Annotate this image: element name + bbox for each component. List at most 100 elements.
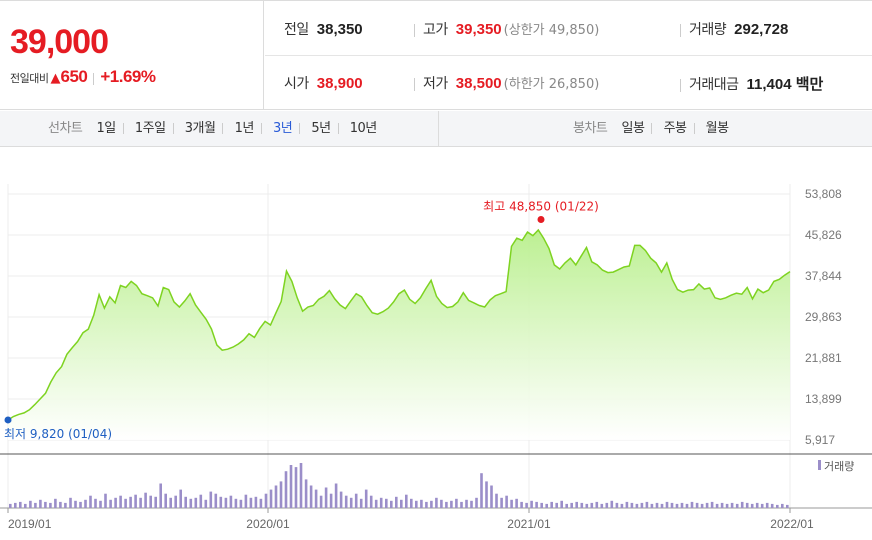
volume-bar: [400, 499, 403, 508]
tab-3y[interactable]: 3년: [272, 121, 293, 136]
open-label: 시가: [284, 76, 309, 92]
volume-bar: [49, 502, 52, 508]
volume-bar: [615, 502, 619, 508]
price-chart[interactable]: 53,808 45,826 37,844 29,863 21,881 13,899 5,91…: [0, 150, 872, 540]
price-area-fill: [8, 230, 790, 440]
volume-bar: [194, 497, 198, 508]
volume-bar: [189, 498, 193, 508]
volume-bar: [590, 502, 594, 508]
volume-bar: [339, 491, 343, 508]
volume-bar: [781, 503, 784, 508]
volume-bar: [520, 501, 523, 508]
volume-bar: [169, 497, 172, 508]
divider: [438, 111, 439, 147]
volume-bar: [269, 489, 273, 508]
volume-bar: [104, 493, 107, 508]
low-marker: [4, 416, 12, 424]
volume-legend-swatch: [818, 460, 821, 470]
x-tick-label: 2022/01: [770, 517, 814, 531]
low-value: 38,500: [455, 75, 502, 92]
stat-amount: 거래대금 11,404 백만: [680, 73, 823, 94]
tab-1d[interactable]: 1일: [96, 121, 117, 136]
tab-3m[interactable]: 3개월: [184, 121, 216, 136]
amount-label: 거래대금: [689, 77, 739, 93]
volume-bar: [149, 495, 152, 508]
y-tick-label: 13,899: [805, 392, 842, 406]
volume-bar: [630, 502, 634, 508]
volume-bar: [94, 498, 97, 508]
volume-bar: [490, 485, 493, 508]
volume-bar: [460, 501, 463, 508]
volume-bar: [109, 499, 112, 508]
volume-bar: [154, 496, 157, 509]
price-box: 39,000 전일대비 ▲650 +1.69%: [0, 1, 264, 109]
volume-bar: [730, 502, 734, 508]
volume-bar: [244, 494, 248, 508]
volume-bar: [650, 503, 654, 508]
volume-bar: [89, 495, 92, 508]
volume-bar: [234, 498, 238, 508]
volume-label: 거래량: [689, 22, 727, 38]
row-divider: [265, 55, 872, 56]
tab-1w[interactable]: 1주일: [134, 121, 166, 136]
volume-bar: [695, 502, 699, 508]
volume-bar: [635, 503, 639, 508]
divider: [122, 123, 124, 134]
volume-bar: [435, 497, 438, 508]
x-tick-label: 2021/01: [507, 517, 551, 531]
lower-limit: (하한가 26,850): [503, 77, 600, 92]
chart-tabs: 선차트 1일 1주일 3개월 1년 3년 5년 10년 봉차트 일봉 주봉 월봉: [0, 111, 872, 147]
volume-bar: [334, 483, 338, 508]
volume-bar: [309, 485, 313, 508]
y-tick-label: 45,826: [805, 228, 842, 242]
volume-bar: [254, 496, 258, 509]
up-arrow-icon: ▲: [50, 71, 61, 86]
volume-bar: [430, 500, 433, 508]
volume-bar: [174, 495, 177, 508]
volume-bar: [119, 495, 122, 508]
price-line: [7, 228, 791, 421]
volume-bar: [705, 502, 709, 508]
volume-bar: [374, 499, 378, 508]
upper-limit: (상한가 49,850): [503, 23, 600, 38]
volume-bar: [29, 500, 32, 508]
tab-daily[interactable]: 일봉: [621, 121, 645, 136]
volume-bar: [204, 499, 208, 508]
volume-bar: [525, 502, 528, 508]
tab-1y[interactable]: 1년: [234, 121, 255, 136]
tab-10y[interactable]: 10년: [349, 121, 378, 136]
volume-bar: [349, 497, 353, 508]
volume-bar: [495, 493, 498, 508]
volume-bar: [575, 501, 578, 508]
volume-bar: [625, 501, 629, 508]
candle-chart-tabs: 봉차트 일봉 주봉 월봉: [573, 111, 729, 147]
stat-low: 저가 38,500 (하한가 26,850): [414, 73, 599, 93]
volume-bar: [164, 493, 167, 508]
divider: [172, 123, 174, 134]
volume-bar: [725, 503, 729, 508]
x-tick-label: 2020/01: [246, 517, 290, 531]
prev-label: 전일: [284, 22, 309, 38]
volume-bar: [570, 502, 573, 508]
volume-bar: [114, 497, 117, 508]
volume-bar: [134, 494, 137, 508]
volume-bar: [34, 502, 37, 508]
high-value: 39,350: [455, 21, 502, 38]
stat-prev: 전일 38,350: [284, 19, 363, 39]
tab-monthly[interactable]: 월봉: [705, 121, 729, 136]
change-row: 전일대비 ▲650 +1.69%: [10, 67, 156, 87]
volume-bar: [750, 503, 754, 508]
high-label: 고가: [423, 22, 448, 38]
volume-bar: [540, 502, 543, 508]
volume-legend: 거래량: [824, 460, 854, 473]
volume-bar: [550, 501, 553, 508]
volume-bar: [420, 499, 423, 508]
x-tick-label: 2019/01: [8, 517, 52, 531]
volume-bar: [740, 501, 744, 508]
tab-5y[interactable]: 5년: [311, 121, 331, 136]
volume-bar: [655, 502, 659, 508]
volume-bar: [440, 499, 443, 508]
tab-weekly[interactable]: 주봉: [663, 121, 687, 136]
volume-bar: [69, 497, 72, 508]
volume-bar: [786, 504, 789, 508]
